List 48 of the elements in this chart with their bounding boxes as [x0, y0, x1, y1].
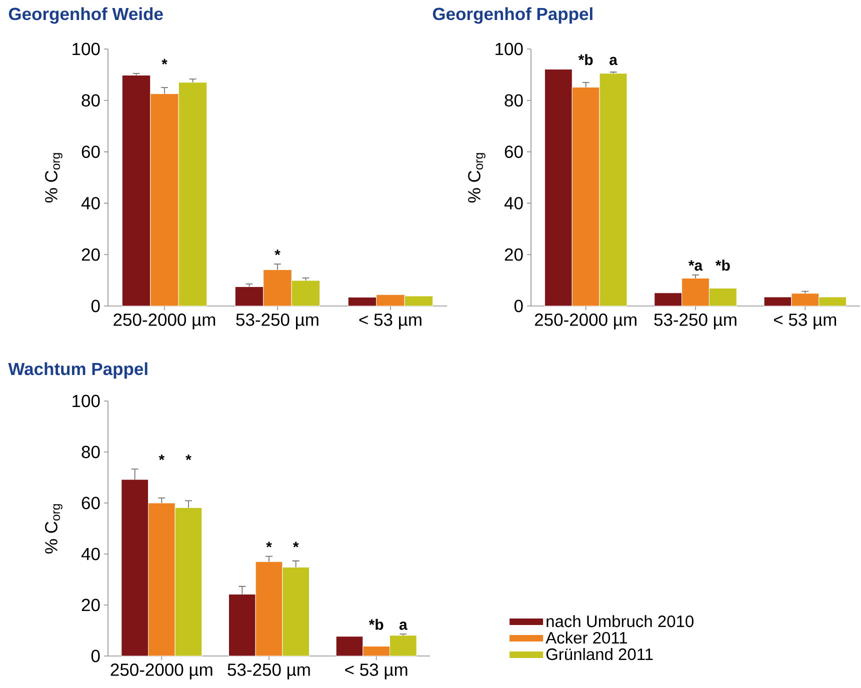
- data-label: *b: [715, 260, 730, 271]
- y-tick-label: 100: [72, 42, 100, 56]
- y-tick-label: 80: [82, 94, 100, 107]
- x-tick-label: 250-2000 µm: [114, 314, 216, 330]
- y-tick-label: 20: [82, 248, 100, 261]
- data-label: *: [266, 542, 272, 548]
- y-axis-title: % C$_{org}$: [45, 504, 62, 554]
- data-label: *a: [688, 260, 703, 271]
- data-label: *: [162, 58, 168, 64]
- y-tick-label: 60: [82, 146, 100, 158]
- chart-title: Wachtum Pappel: [8, 362, 148, 379]
- data-label: *: [158, 454, 165, 460]
- y-tick-label: 40: [504, 197, 523, 210]
- x-tick-label: 53-250 µm: [654, 314, 736, 330]
- y-tick-label: 40: [81, 197, 100, 210]
- x-tick-label: 250-2000 µm: [110, 664, 212, 680]
- data-label: *: [186, 454, 192, 460]
- y-tick-label: 60: [504, 146, 523, 158]
- legend-label: Acker 2011: [546, 632, 628, 644]
- y-tick-label: 0: [514, 300, 523, 312]
- x-tick-label: < 53 µm: [345, 664, 408, 680]
- y-axis-title: % C$_{org}$: [45, 153, 62, 202]
- y-tick-label: 0: [91, 300, 100, 312]
- y-tick-label: 0: [91, 650, 100, 662]
- data-label: *: [292, 542, 299, 548]
- y-tick-label: 100: [72, 394, 100, 408]
- y-axis-title: % C$_{org}$: [468, 153, 486, 202]
- data-label: a: [610, 56, 618, 66]
- x-tick-label: 53-250 µm: [236, 314, 318, 330]
- y-tick-label: 60: [82, 496, 100, 510]
- chart-title: Georgenhof Weide: [8, 7, 163, 24]
- legend-label: Grünland 2011: [546, 648, 653, 660]
- x-tick-label: < 53 µm: [359, 314, 422, 330]
- data-label: *b: [368, 618, 384, 630]
- y-tick-label: 20: [82, 598, 100, 612]
- data-label: *b: [578, 54, 593, 66]
- x-tick-label: < 53 µm: [774, 314, 836, 330]
- y-tick-label: 40: [81, 548, 100, 560]
- data-label: *: [274, 250, 280, 256]
- y-tick-label: 80: [82, 446, 100, 458]
- x-tick-label: 250-2000 µm: [534, 314, 636, 330]
- data-label: a: [399, 622, 408, 630]
- y-tick-label: 100: [496, 42, 523, 56]
- chart-title: Georgenhof Pappel: [432, 7, 592, 24]
- x-tick-label: 53-250 µm: [228, 664, 310, 680]
- legend-label: nach Umbruch 2010: [546, 615, 694, 628]
- y-tick-label: 20: [504, 248, 523, 261]
- y-tick-label: 80: [504, 94, 523, 107]
